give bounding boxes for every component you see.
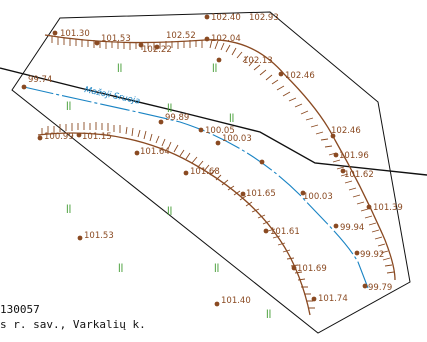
elevation-label: 101.61 bbox=[270, 227, 300, 237]
elevation-point bbox=[214, 301, 220, 307]
elevation-label: 100.03 bbox=[303, 192, 333, 202]
elevation-label: 100.03 bbox=[222, 134, 252, 144]
grass-symbol: ǀǀ bbox=[66, 204, 71, 214]
elevation-point bbox=[340, 168, 346, 174]
elevation-point bbox=[330, 133, 336, 139]
elevation-point bbox=[134, 150, 140, 156]
elevation-point bbox=[354, 250, 360, 256]
elevation-point bbox=[300, 190, 306, 196]
elevation-label: 102.22 bbox=[142, 45, 172, 55]
elevation-label: 101.53 bbox=[84, 231, 114, 241]
elevation-label: 101.69 bbox=[297, 264, 327, 274]
elevation-label: 99.74 bbox=[28, 75, 52, 85]
elevation-label: 102.93 bbox=[249, 13, 279, 23]
grass-symbol: ǀǀ bbox=[212, 63, 217, 73]
elevation-points bbox=[21, 14, 372, 307]
grass-symbol: ǀǀ bbox=[117, 63, 122, 73]
elevation-point bbox=[198, 127, 204, 133]
elevation-label: 99.79 bbox=[368, 283, 392, 293]
elevation-label: 99.89 bbox=[165, 113, 189, 123]
grass-symbol: ǀǀ bbox=[167, 103, 172, 113]
elevation-point bbox=[158, 119, 164, 125]
elevation-point bbox=[77, 235, 83, 241]
upper-slope-contour bbox=[44, 34, 396, 281]
elevation-label: 101.68 bbox=[190, 167, 220, 177]
elevation-label: 102.13 bbox=[243, 56, 273, 66]
grass-symbols: ǀǀ ǀǀ ǀǀ ǀǀ ǀǀ ǀǀ ǀǀ ǀǀ ǀǀ ǀǀ bbox=[66, 63, 271, 319]
elevation-point bbox=[138, 42, 144, 48]
elevation-point bbox=[263, 228, 269, 234]
road-line bbox=[0, 67, 427, 176]
grass-symbol: ǀǀ bbox=[167, 206, 172, 216]
grass-symbol: ǀǀ bbox=[118, 263, 123, 273]
elevation-point bbox=[215, 140, 221, 146]
elevation-point bbox=[291, 265, 297, 271]
grass-symbol: ǀǀ bbox=[214, 263, 219, 273]
caption-line-1: 130057 bbox=[0, 303, 40, 316]
elevation-label: 101.40 bbox=[221, 296, 251, 306]
elevation-label: 101.62 bbox=[344, 170, 374, 180]
elevation-label: 102.04 bbox=[211, 34, 241, 44]
elevation-point bbox=[204, 36, 210, 42]
grass-symbol: ǀǀ bbox=[229, 113, 234, 123]
river-line bbox=[23, 86, 369, 289]
elevation-label: 101.65 bbox=[246, 189, 276, 199]
elevation-point bbox=[311, 296, 317, 302]
elevation-label: 102.46 bbox=[331, 126, 361, 136]
elevation-point bbox=[333, 223, 339, 229]
elevation-point bbox=[94, 40, 100, 46]
elevation-point bbox=[278, 71, 284, 77]
elevation-point bbox=[183, 170, 189, 176]
elevation-label: 101.53 bbox=[101, 34, 131, 44]
elevation-label: 102.52 bbox=[166, 31, 196, 41]
elevation-label: 100.99 bbox=[44, 132, 74, 142]
caption-line-2: s r. sav., Varkalių k. bbox=[0, 318, 146, 331]
elevation-label: 101.30 bbox=[60, 29, 90, 39]
lower-slope-contour bbox=[37, 122, 315, 316]
elevation-labels: 99.74 101.30 101.53 102.52 102.22 102.40… bbox=[28, 13, 403, 306]
elevation-point bbox=[154, 44, 160, 50]
grass-symbol: ǀǀ bbox=[66, 101, 71, 111]
elevation-point bbox=[259, 159, 265, 165]
elevation-label: 99.94 bbox=[340, 223, 364, 233]
river-name-label: Mažoji Sruoja bbox=[83, 85, 141, 107]
grass-symbol: ǀǀ bbox=[266, 309, 271, 319]
elevation-label: 101.64 bbox=[140, 147, 170, 157]
elevation-point bbox=[21, 84, 27, 90]
elevation-label: 102.40 bbox=[211, 13, 241, 23]
elevation-point bbox=[240, 191, 246, 197]
elevation-label: 101.39 bbox=[373, 203, 403, 213]
elevation-label: 102.46 bbox=[285, 71, 315, 81]
elevation-label: 99.92 bbox=[360, 250, 384, 260]
elevation-point bbox=[333, 152, 339, 158]
elevation-label: 101.15 bbox=[82, 132, 112, 142]
elevation-point bbox=[362, 283, 368, 289]
elevation-label: 101.74 bbox=[318, 294, 348, 304]
elevation-label: 101.96 bbox=[339, 151, 369, 161]
elevation-point bbox=[366, 204, 372, 210]
elevation-point bbox=[76, 132, 82, 138]
elevation-label: 100.05 bbox=[205, 126, 235, 136]
elevation-point bbox=[52, 30, 58, 36]
parcel-boundary bbox=[11, 11, 411, 334]
elevation-point bbox=[216, 57, 222, 63]
elevation-point bbox=[204, 14, 210, 20]
elevation-point bbox=[37, 135, 43, 141]
